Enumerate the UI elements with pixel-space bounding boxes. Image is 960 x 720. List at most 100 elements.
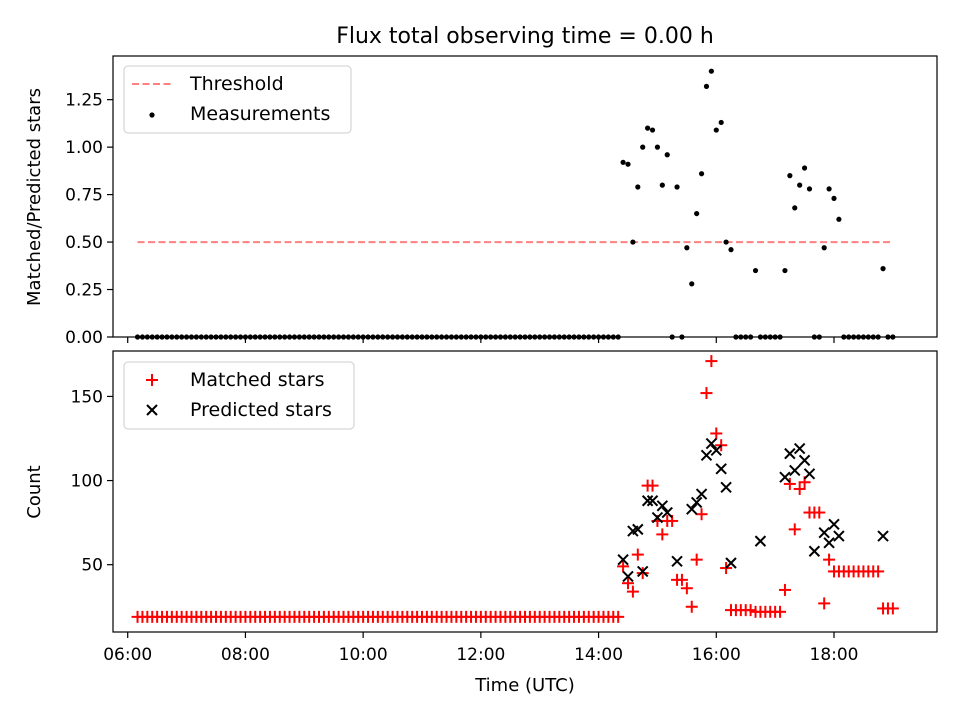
- top-legend: Threshold Measurements: [123, 65, 352, 134]
- top-legend-box: [123, 65, 352, 134]
- measurement-point: [792, 205, 798, 211]
- matched-star-point: [788, 523, 801, 536]
- matched-star-point: [685, 600, 698, 613]
- predicted-star-point: [671, 555, 683, 568]
- measurement-point: [826, 186, 832, 192]
- predicted-star-point: [877, 530, 889, 542]
- matched-star-point: [675, 573, 688, 586]
- bottom-x-tick-label: 18:00: [810, 645, 859, 665]
- legend-matched-label: Matched stars: [190, 369, 324, 391]
- bottom-panel: 50 100 150 06:00 08:00 10:00 12:00 14:00 16:00 1…: [24, 350, 938, 696]
- top-y-tick-label: 0.25: [65, 281, 103, 301]
- matched-star-point: [656, 528, 669, 541]
- measurement-point: [831, 195, 837, 201]
- predicted-star-point: [700, 449, 713, 462]
- bottom-y-tick-label: 50: [81, 556, 103, 576]
- top-y-tick-label: 0.50: [65, 233, 103, 253]
- predicted-star-point: [754, 535, 767, 547]
- measurement-point: [649, 127, 656, 133]
- predicted-star-point: [617, 553, 629, 566]
- matched-star-point: [872, 565, 885, 578]
- measurement-point: [880, 266, 886, 272]
- measurement-point: [708, 68, 714, 74]
- bottom-legend-box: [123, 361, 355, 430]
- bottom-x-tick-label: 06:00: [103, 645, 152, 665]
- legend-threshold-label: Threshold: [189, 73, 284, 95]
- predicted-star-point: [715, 463, 727, 475]
- top-y-tick-label: 0.75: [65, 186, 103, 206]
- measurement-point: [640, 144, 646, 150]
- top-y-tick-label: 1.00: [65, 138, 103, 158]
- matched-star-point: [813, 506, 826, 519]
- matched-star-point: [886, 602, 899, 615]
- measurement-point: [703, 83, 710, 89]
- measurement-point: [797, 182, 803, 188]
- measurement-point: [713, 127, 719, 133]
- bottom-x-tick-label: 14:00: [574, 645, 623, 665]
- matched-star-point: [793, 482, 806, 495]
- bottom-x-tick-label: 10:00: [339, 645, 388, 665]
- predicted-star-point: [818, 527, 830, 539]
- predicted-star-point: [656, 500, 669, 512]
- measurement-point: [659, 182, 665, 188]
- measurement-point: [728, 247, 734, 253]
- predicted-star-point: [695, 488, 708, 500]
- top-plot-frame: [112, 55, 938, 338]
- measurement-point: [782, 267, 788, 274]
- matched-star-point: [636, 567, 649, 580]
- measurement-point: [787, 173, 793, 179]
- legend-measurements-swatch: [149, 112, 155, 118]
- bottom-x-tick-label: 12:00: [456, 645, 505, 665]
- bottom-plot-frame: [112, 350, 938, 633]
- bottom-y-tick-label: 150: [71, 387, 103, 407]
- matched-star-point: [823, 553, 836, 566]
- matched-star-point: [690, 553, 703, 566]
- predicted-star-point: [661, 506, 673, 519]
- predicted-star-point: [710, 444, 722, 456]
- top-title: Flux total observing time = 0.00 h: [336, 24, 714, 49]
- measurement-point: [718, 119, 724, 126]
- predicted-star-point: [823, 537, 835, 549]
- predicted-star-point: [808, 545, 821, 557]
- matched-star-point: [617, 560, 630, 573]
- measurement-point: [801, 165, 808, 171]
- bottom-x-tick-label: 08:00: [221, 645, 270, 665]
- measurement-point: [752, 267, 759, 274]
- measurement-point: [625, 161, 631, 167]
- measurement-point: [836, 216, 842, 222]
- predicted-star-point: [690, 496, 703, 509]
- top-y-axis-label: Matched/Predicted stars: [24, 88, 45, 306]
- matched-star-point: [626, 585, 639, 598]
- measurement-point: [645, 125, 651, 131]
- legend-predicted-swatch: [146, 404, 158, 416]
- bottom-legend: Matched stars Predicted stars: [123, 361, 355, 430]
- predicted-star-point: [784, 447, 796, 460]
- predicted-star-point: [793, 442, 806, 455]
- predicted-star-point: [637, 565, 649, 578]
- measurement-point: [635, 184, 641, 190]
- matched-star-point: [680, 582, 693, 595]
- predicted-star-point: [646, 495, 659, 507]
- measurement-point: [664, 152, 670, 158]
- predicted-star-point: [828, 518, 840, 531]
- measurement-point: [684, 245, 690, 251]
- legend-matched-swatch: [146, 374, 158, 386]
- legend-measurements-label: Measurements: [190, 103, 330, 125]
- matched-star-point: [631, 548, 644, 561]
- predicted-star-point: [720, 481, 732, 494]
- matched-star-point: [783, 477, 796, 490]
- bottom-x-tick-label: 16:00: [692, 645, 741, 665]
- predicted-star-point: [779, 471, 791, 483]
- measurement-point: [723, 239, 729, 245]
- bottom-y-axis-label: Count: [24, 465, 45, 518]
- matched-star-point: [622, 577, 634, 590]
- predicted-star-point: [622, 570, 634, 583]
- measurement-point: [689, 281, 695, 287]
- predicted-star-point: [833, 530, 845, 542]
- matched-star-point: [778, 583, 791, 596]
- matched-star-point: [774, 605, 787, 618]
- legend-predicted-label: Predicted stars: [190, 399, 332, 421]
- bottom-y-tick-label: 100: [71, 472, 103, 492]
- measurement-point: [630, 239, 636, 245]
